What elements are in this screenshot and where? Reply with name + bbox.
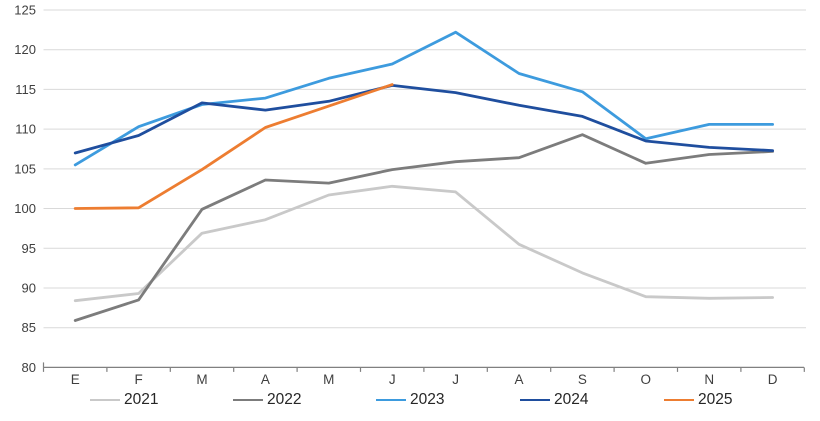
series-line-2024 (73, 84, 774, 155)
x-axis-tick-label: D (768, 372, 778, 387)
legend-item-2023: 2023 (376, 389, 444, 411)
x-axis-tick-label: S (578, 372, 587, 387)
legend-swatch-2021 (90, 398, 120, 402)
y-axis-tick-label: 80 (22, 360, 36, 375)
legend-item-2022: 2022 (233, 389, 301, 411)
legend-item-2025: 2025 (664, 389, 732, 411)
y-axis-tick-label: 115 (15, 82, 36, 97)
x-axis-tick-label: M (196, 372, 207, 387)
x-axis-tick-label: J (389, 372, 396, 387)
gridlines (43, 9, 806, 329)
x-axis-tick-label: F (134, 372, 142, 387)
x-axis-tick-label: J (452, 372, 459, 387)
legend-swatch-2024 (520, 398, 550, 402)
series-line-2021 (73, 184, 774, 303)
y-axis-tick-label: 100 (14, 201, 36, 216)
series-line-2025 (73, 83, 394, 210)
x-axis-tick-label: A (514, 372, 523, 387)
legend-item-2021: 2021 (90, 389, 158, 411)
x-axis-tick-label: E (71, 372, 80, 387)
series-line-2022 (73, 133, 774, 322)
series-lines (73, 30, 774, 322)
y-axis-tick-label: 120 (14, 42, 36, 57)
legend-swatch-2025 (664, 398, 694, 402)
x-axis (42, 362, 805, 372)
y-axis-tick-label: 105 (14, 161, 36, 176)
legend-label: 2025 (698, 391, 733, 408)
x-axis-tick-label: N (704, 372, 714, 387)
y-axis-tick-label: 95 (22, 241, 36, 256)
y-axis-tick-label: 110 (15, 122, 36, 137)
y-axis-tick-label: 90 (22, 280, 36, 295)
legend-swatch-2022 (233, 398, 263, 402)
y-axis-tick-label: 125 (14, 2, 36, 17)
legend-label: 2021 (124, 391, 159, 408)
x-axis-tick-label: O (641, 372, 652, 387)
legend-label: 2023 (410, 391, 445, 408)
chart-legend: 2021 2022 2023 2024 2025 (0, 389, 820, 413)
y-axis-tick-label: 85 (22, 320, 36, 335)
legend-swatch-2023 (376, 398, 406, 402)
legend-item-2024: 2024 (520, 389, 588, 411)
x-axis-tick-label: A (261, 372, 270, 387)
series-line-2023 (73, 30, 774, 167)
y-axis-labels: 80 85 90 95 100 105 110 115 120 125 (14, 2, 36, 374)
legend-label: 2022 (267, 391, 302, 408)
x-axis-tick-label: M (323, 372, 334, 387)
legend-label: 2024 (554, 391, 589, 408)
